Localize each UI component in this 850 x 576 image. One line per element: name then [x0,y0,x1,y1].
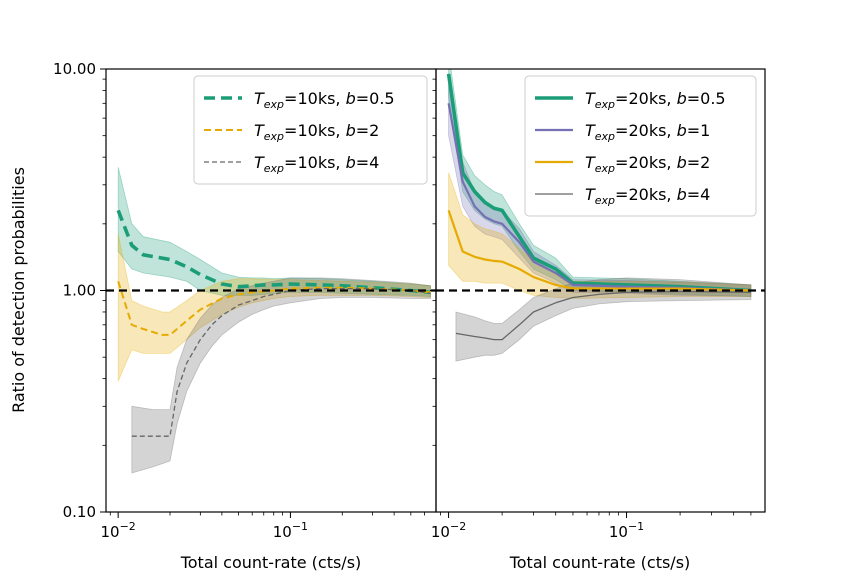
y-axis-label: Ratio of detection probabilities [9,167,28,413]
left-legend-label-3: Texp=10ks, b=4 [254,153,379,175]
y-tick-label-3: 10.00 [53,60,96,78]
right-legend-label-4: Texp=20ks, b=4 [585,185,710,207]
right-x-tick-label-2: 10−1 [609,520,644,541]
left-legend-box [193,75,428,185]
axes-layer: 10−2 10−1 0.10 1.00 10.00 10−2 10−1 [53,60,766,541]
left-legend: Texp=10ks, b=0.5 Texp=10ks, b=2 Texp=10ks,… [193,75,428,185]
y-tick-label-2: 1.00 [63,282,96,300]
left-series-line-3 [131,287,431,437]
right-legend-label-1: Texp=20ks, b=0.5 [585,89,726,111]
right-legend-box [524,75,757,217]
right-x-axis-label: Total count-rate (cts/s) [509,553,691,572]
right-band-1 [448,69,752,297]
left-legend-label-1: Texp=10ks, b=0.5 [254,89,395,111]
right-legend-label-2: Texp=20ks, b=1 [585,121,710,143]
right-x-tick-label-1: 10−2 [431,520,466,541]
right-series-line-2 [447,103,751,292]
left-band-1 [117,167,431,297]
left-x-axis-label: Total count-rate (cts/s) [180,553,362,572]
y-tick-label-1: 0.10 [63,503,96,521]
left-x-tick-label-1: 10−2 [101,520,136,541]
left-confidence-bands [117,167,431,474]
right-legend: Texp=20ks, b=0.5 Texp=20ks, b=1 Texp=20ks,… [524,75,757,217]
left-legend-label-2: Texp=10ks, b=2 [254,121,379,143]
right-series-line-3 [447,210,751,292]
left-band-2 [117,233,431,382]
right-series-lines [436,73,765,341]
left-band-3 [131,277,431,474]
legend-layer: Texp=10ks, b=0.5 Texp=10ks, b=2 Texp=10ks,… [193,75,757,217]
left-panel [106,167,436,474]
left-x-tick-label-2: 10−1 [273,520,308,541]
right-series-line-1 [446,73,751,293]
right-band-3 [448,172,752,299]
right-band-4 [455,277,752,362]
right-series-line-4 [455,290,751,341]
left-series-line-1 [116,209,431,295]
right-panel [436,69,765,362]
left-series-lines [106,209,436,437]
right-legend-label-3: Texp=20ks, b=2 [585,153,710,175]
